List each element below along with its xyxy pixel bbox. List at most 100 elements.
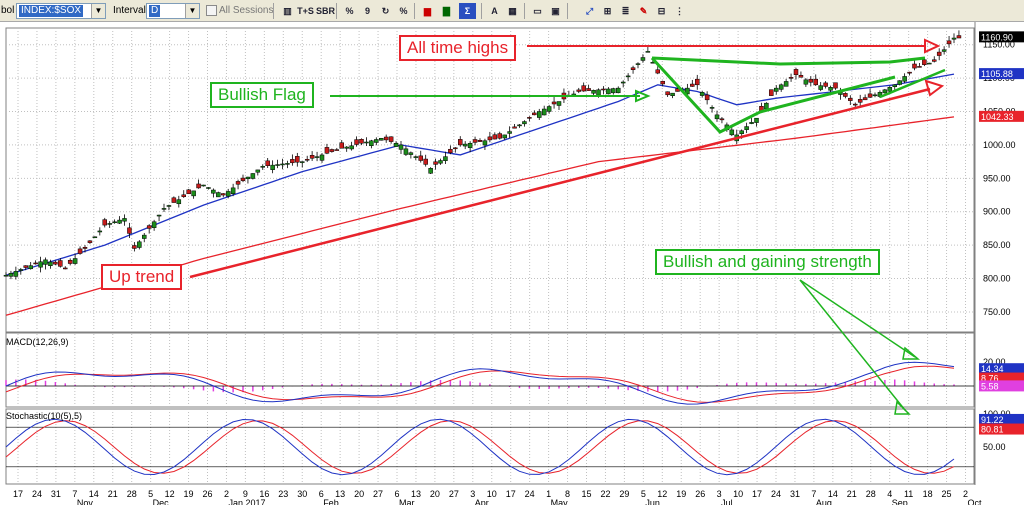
candle-body — [502, 134, 507, 139]
x-tick-label: 31 — [51, 489, 61, 499]
interval-value: D — [149, 5, 161, 17]
candle-body — [517, 124, 522, 127]
flag-lower-line — [650, 56, 896, 134]
candle-body — [250, 173, 256, 179]
candle-body — [240, 177, 246, 181]
candle-body — [324, 147, 330, 154]
toolbar-divider — [524, 3, 525, 19]
candle-body — [448, 148, 453, 153]
symbol-combobox[interactable]: INDEX:$SOX ▼ — [16, 3, 106, 19]
time-sales-button[interactable]: T+S — [297, 6, 314, 16]
x-tick-label: 24 — [525, 489, 535, 499]
x-tick-label: 19 — [676, 489, 686, 499]
candle-body — [117, 219, 122, 224]
x-tick-label: 30 — [297, 489, 307, 499]
candle-body — [635, 63, 641, 65]
candle-body — [453, 147, 458, 150]
candle-body — [13, 271, 19, 277]
x-tick-label: 21 — [108, 489, 118, 499]
save-icon[interactable]: ▣ — [551, 6, 560, 16]
candle-body — [53, 261, 58, 265]
candle-body — [102, 219, 107, 226]
candle-body — [245, 176, 251, 180]
candle-body — [270, 164, 275, 170]
candle-body — [625, 75, 631, 78]
price-chart[interactable]: 17 24 31 7 14 21 28 5 12 19 26 2 9 16 23 30 6 13 20 27 6 13 20… — [0, 22, 1024, 505]
candle-body — [591, 89, 596, 94]
nine-button[interactable]: 9 — [364, 6, 370, 16]
candle-body — [295, 156, 300, 163]
x-tick-label: 7 — [72, 489, 77, 499]
stochastic-pane — [5, 418, 974, 476]
candle-body — [3, 274, 9, 277]
text-tool-button[interactable]: A — [491, 6, 498, 16]
draw-tools-icon[interactable]: ✎ — [639, 6, 648, 16]
candle-body — [882, 89, 888, 94]
cycle-icon[interactable]: ↻ — [381, 6, 390, 16]
all-sessions-checkbox[interactable] — [206, 5, 217, 16]
x-tick-label: 20 — [430, 489, 440, 499]
candle-body — [709, 107, 715, 109]
price-tick-label: 850.00 — [983, 240, 1011, 250]
chevron-down-icon[interactable]: ▼ — [91, 4, 105, 18]
x-tick-label: 16 — [259, 489, 269, 499]
candle-body — [349, 145, 354, 150]
candle-body — [161, 208, 167, 210]
candle-body — [729, 129, 735, 136]
candle-body — [645, 51, 651, 53]
percent-button[interactable]: % — [345, 6, 354, 16]
more-tools-icon[interactable]: ⋮ — [675, 6, 684, 16]
candle-body — [537, 111, 542, 118]
candle-body — [132, 245, 137, 249]
candle-body — [739, 130, 744, 135]
candle-body — [660, 80, 665, 85]
bar-chart-icon[interactable]: ▥ — [283, 6, 292, 16]
x-tick-label: 8 — [565, 489, 570, 499]
candle-body — [181, 194, 186, 197]
candle-body — [774, 87, 779, 92]
stoch-d-badge: 80.81 — [981, 425, 1004, 435]
candle-body — [793, 69, 799, 76]
candle-body — [369, 140, 374, 146]
stoch-d-badge-bg — [979, 423, 1024, 435]
x-tick-label: 28 — [866, 489, 876, 499]
zoom-icon[interactable]: ⤢ — [585, 6, 594, 16]
chevron-down-icon[interactable]: ▼ — [185, 4, 199, 18]
macd-value-badge-bg — [979, 363, 1024, 375]
x-month-label: Feb — [323, 498, 339, 505]
indicator-list-icon[interactable]: ≣ — [621, 6, 630, 16]
interval-combobox[interactable]: D ▼ — [146, 3, 200, 19]
candle-body — [33, 262, 38, 265]
candle-body — [655, 69, 660, 74]
grid-icon[interactable]: ▦ — [508, 6, 517, 16]
folder-open-icon[interactable]: ▭ — [533, 6, 542, 16]
ma-slow-badge: 1042.33 — [981, 112, 1014, 122]
candle-body — [848, 97, 853, 101]
ma-slow-badge-bg — [979, 110, 1024, 122]
x-tick-label: 15 — [581, 489, 591, 499]
percent-alt-button[interactable]: % — [399, 6, 408, 16]
candle-body — [112, 221, 117, 224]
indicator-icon[interactable]: Σ — [459, 3, 476, 19]
candle-body — [497, 133, 502, 139]
x-tick-label: 14 — [89, 489, 99, 499]
price-axis: 1150.001100.001050.001000.00950.00900.00… — [979, 31, 1024, 452]
color-bars-icon[interactable]: ▆ — [424, 6, 431, 16]
candle-body — [458, 139, 463, 146]
up-trend-annotation: Up trend — [101, 264, 183, 290]
tool-icon[interactable]: ⊞ — [603, 6, 612, 16]
candle-body — [334, 149, 340, 151]
candle-body — [438, 160, 443, 164]
candle-body — [359, 139, 364, 144]
chart-grid: 17 24 31 7 14 21 28 5 12 19 26 2 9 16 23 30 6 13 20 27 6 13 20… — [6, 28, 982, 505]
candle-body — [803, 79, 809, 85]
candle-body — [704, 94, 710, 101]
sbr-button[interactable]: SBR — [316, 6, 336, 16]
candle-body — [887, 87, 893, 92]
candle-body — [418, 155, 423, 161]
flag-upper-line — [651, 56, 926, 66]
overlay-icon[interactable]: ⊟ — [657, 6, 666, 16]
volume-icon[interactable]: ▇ — [443, 6, 450, 16]
candle-body — [413, 156, 419, 158]
x-tick-label: 17 — [752, 489, 762, 499]
